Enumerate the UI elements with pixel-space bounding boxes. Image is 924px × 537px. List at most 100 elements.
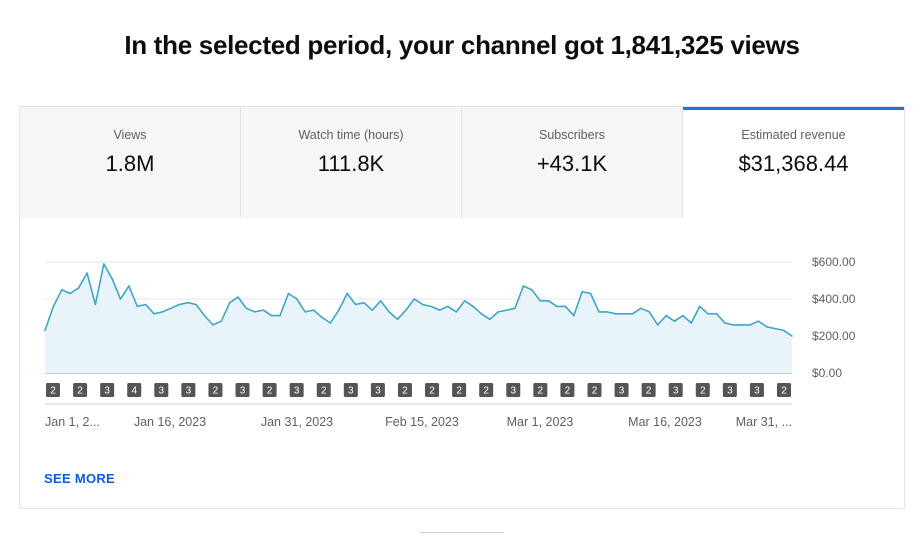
data-point: [505, 309, 508, 311]
data-point: [522, 285, 525, 287]
data-point: [103, 263, 105, 265]
data-point: [766, 326, 768, 328]
data-point: [497, 311, 500, 313]
annotation-count: 2: [700, 386, 706, 397]
data-point: [312, 309, 315, 311]
x-tick-label: Mar 16, 2023: [628, 415, 702, 429]
tab-subscribers[interactable]: Subscribers +43.1K: [462, 107, 683, 218]
x-tick-label: Feb 15, 2023: [385, 415, 459, 429]
data-point: [438, 309, 441, 311]
data-point: [732, 324, 734, 326]
annotation-badge: [343, 383, 358, 397]
data-point: [715, 313, 718, 315]
annotation-count: 3: [375, 386, 381, 397]
data-point: [186, 301, 189, 304]
annotation-badge: [235, 383, 250, 397]
annotation-badge: [614, 383, 629, 397]
annotation-badge: [397, 383, 412, 397]
data-point: [86, 272, 88, 274]
annotation-count: 3: [510, 386, 516, 397]
tab-watch-time[interactable]: Watch time (hours) 111.8K: [241, 107, 462, 218]
annotation-badge: [100, 383, 115, 397]
data-point: [136, 305, 139, 308]
revenue-area: [45, 263, 792, 373]
data-point: [128, 285, 130, 287]
data-point: [631, 313, 634, 315]
data-point: [195, 303, 197, 306]
data-point: [61, 289, 63, 291]
annotation-badge: [587, 383, 602, 397]
data-point: [656, 324, 659, 326]
data-point: [161, 311, 164, 313]
annotation-count: 2: [402, 386, 408, 397]
revenue-chart[interactable]: $600.00 $400.00 $200.00 $0.00 2 2 3 4 3 3 2 3 2 3 2 3 3 2…: [20, 218, 904, 458]
data-point: [245, 307, 248, 310]
data-point: [228, 301, 231, 304]
x-tick-label: Jan 16, 2023: [134, 415, 206, 429]
data-point: [153, 313, 155, 315]
revenue-line: [44, 263, 793, 337]
annotation-badge: [695, 383, 710, 397]
data-point: [77, 287, 80, 289]
page-headline: In the selected period, your channel got…: [124, 30, 800, 60]
data-point: [262, 309, 264, 311]
annotation-count: 4: [131, 386, 137, 397]
metric-tabs: Views 1.8M Watch time (hours) 111.8K Sub…: [20, 107, 904, 218]
data-point: [648, 311, 651, 313]
annotation-count: 2: [50, 386, 56, 397]
annotation-badge: [425, 383, 440, 397]
data-point: [774, 327, 776, 330]
divider: [420, 532, 504, 533]
annotation-count: 2: [456, 386, 462, 397]
annotation-count: 3: [186, 386, 192, 397]
data-point: [589, 292, 592, 295]
annotation-badge: [722, 383, 737, 397]
data-point: [740, 324, 743, 326]
annotation-badge: [127, 383, 142, 397]
data-point: [430, 305, 432, 308]
annotation-count: 2: [77, 386, 83, 397]
annotation-count: 2: [592, 386, 598, 397]
annotation-count: 2: [565, 386, 571, 397]
data-point: [170, 307, 172, 310]
annotation-count: 2: [267, 386, 273, 397]
data-point: [321, 316, 323, 319]
data-point: [564, 305, 567, 308]
tab-value: 111.8K: [317, 151, 385, 176]
tab-estimated-revenue[interactable]: Estimated revenue $31,368.44: [683, 107, 904, 218]
annotation-badge: [506, 383, 521, 397]
annotation-count: 3: [104, 386, 110, 397]
data-point: [640, 307, 642, 310]
data-point: [212, 324, 214, 326]
data-point: [413, 298, 416, 300]
data-point: [463, 300, 466, 302]
annotation-badge: [154, 383, 169, 397]
data-point: [682, 314, 684, 317]
data-point: [749, 324, 751, 326]
data-point: [690, 322, 693, 324]
data-point: [346, 292, 349, 295]
annotation-count: 2: [213, 386, 219, 397]
annotation-count: 3: [754, 386, 760, 397]
data-point: [489, 318, 491, 321]
tab-views[interactable]: Views 1.8M: [20, 107, 241, 218]
annotation-badge: [262, 383, 277, 397]
data-point: [791, 335, 793, 337]
data-point: [220, 320, 223, 322]
annotation-badge: [777, 383, 791, 397]
see-more-link[interactable]: SEE MORE: [44, 471, 116, 486]
annotation-count: 3: [240, 386, 246, 397]
data-point: [279, 314, 281, 317]
annotation-badge: [208, 383, 223, 397]
data-point: [111, 277, 113, 280]
data-point: [69, 292, 71, 295]
data-point: [707, 313, 709, 315]
annotation-badge: [479, 383, 494, 397]
annotation-count: 3: [348, 386, 354, 397]
annotation-badge: [289, 383, 304, 397]
data-point: [598, 311, 600, 313]
analytics-card: Views 1.8M Watch time (hours) 111.8K Sub…: [19, 106, 905, 509]
data-point: [581, 290, 583, 293]
data-point: [556, 305, 558, 308]
data-point: [623, 313, 625, 315]
